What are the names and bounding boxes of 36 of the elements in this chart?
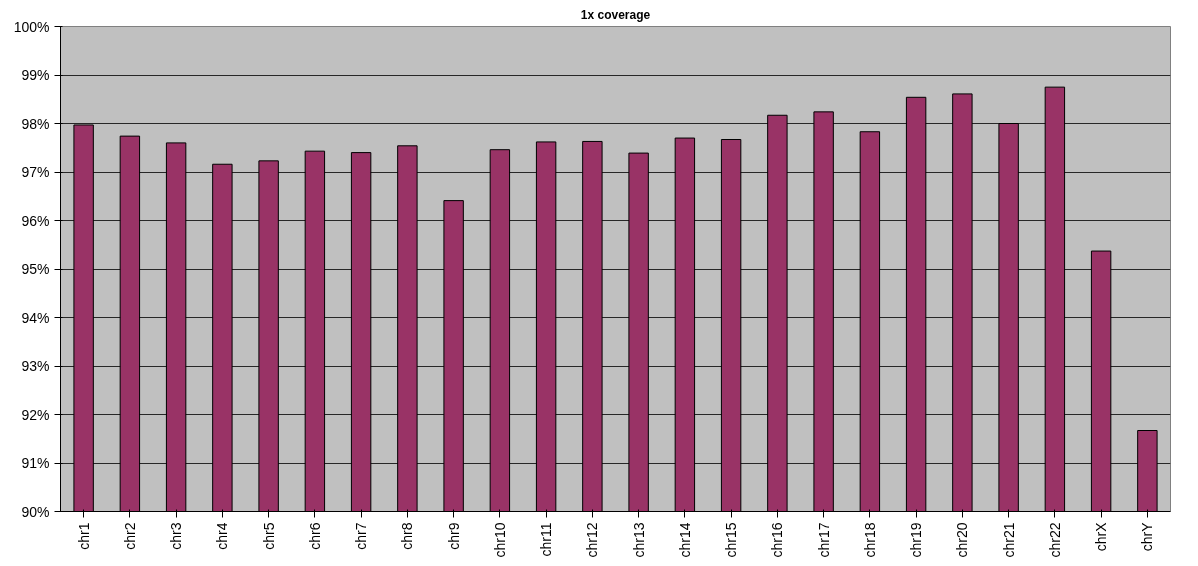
x-tick-label: chr9 (445, 522, 462, 550)
y-tick-label: 97% (21, 164, 50, 180)
x-tick-label: chr2 (121, 522, 138, 550)
x-tick-label: chr7 (353, 522, 370, 550)
x-tick-label: chr5 (260, 522, 277, 550)
y-tick-label: 99% (21, 67, 50, 83)
y-tick-label: 92% (21, 406, 50, 423)
x-tick-label: chr15 (723, 522, 740, 558)
x-tick-label: chr3 (168, 522, 185, 550)
x-tick-label: chr19 (908, 522, 925, 558)
y-tick-label: 90% (21, 503, 50, 520)
y-tick-label: 98% (21, 115, 50, 132)
x-tick-label: chrY (1139, 521, 1156, 552)
y-tick-label: 91% (21, 455, 50, 471)
x-tick-label: chr1 (75, 522, 92, 550)
x-tick-label: chr8 (399, 522, 416, 550)
x-tick-label: chr21 (1000, 522, 1017, 558)
y-tick-label: 93% (21, 358, 50, 374)
x-tick-label: chrX (1093, 521, 1110, 552)
y-tick-label: 94% (21, 309, 50, 326)
x-tick-label: chr17 (815, 522, 832, 558)
y-tick-label: 100% (13, 18, 50, 35)
x-tick-label: chr16 (769, 522, 786, 558)
x-tick-label: chr22 (1046, 522, 1063, 558)
x-tick-label: chr18 (861, 522, 878, 558)
x-tick-label: chr11 (538, 522, 555, 557)
x-tick-label: chr4 (214, 522, 231, 550)
x-tick-label: chr13 (630, 522, 647, 558)
chart-title: 1x coverage (580, 7, 651, 22)
x-tick-label: chr14 (676, 522, 693, 558)
y-tick-label: 95% (21, 261, 50, 277)
x-tick-label: chr20 (954, 522, 971, 558)
x-tick-label: chr6 (306, 522, 323, 550)
x-tick-label: chr12 (584, 522, 601, 558)
y-tick-label: 96% (21, 212, 50, 229)
x-tick-label: chr10 (491, 522, 508, 558)
